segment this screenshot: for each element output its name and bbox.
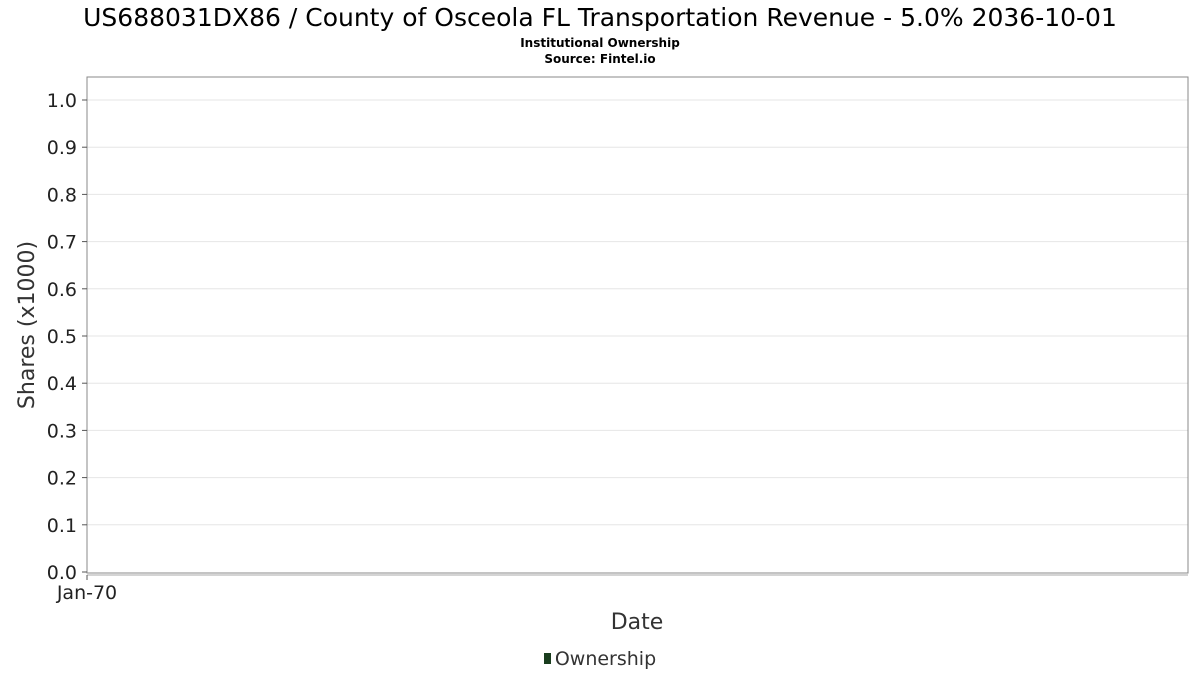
- legend: Ownership: [0, 646, 1200, 672]
- x-tick-label: Jan-70: [56, 582, 117, 604]
- y-axis: 0.0 0.1 0.2 0.3 0.4 0.5 0.6 0.7 0.8 0.9 1.0: [47, 90, 87, 584]
- y-tick-label: 1.0: [47, 90, 77, 112]
- chart-plot: 0.0 0.1 0.2 0.3 0.4 0.5 0.6 0.7 0.8 0.9 1.0 Jan-70…: [15, 76, 1189, 635]
- y-tick-label: 0.6: [47, 279, 77, 301]
- y-tick-label: 0.9: [47, 137, 77, 159]
- y-tick-label: 0.0: [47, 562, 77, 584]
- y-tick-label: 0.2: [47, 468, 77, 490]
- y-tick-label: 0.4: [47, 373, 77, 395]
- y-tick-label: 0.5: [47, 326, 77, 348]
- x-axis: Jan-70: [56, 575, 117, 604]
- legend-swatch-ownership: [543, 653, 551, 664]
- grid-lines: [87, 99, 1188, 526]
- y-axis-label: Shares (x1000): [15, 241, 40, 409]
- plot-area: [86, 76, 1189, 574]
- y-tick-label: 0.3: [47, 420, 77, 442]
- y-tick-label: 0.8: [47, 184, 77, 206]
- chart-source: Source: Fintel.io: [544, 52, 656, 66]
- legend-label-ownership: Ownership: [554, 648, 657, 670]
- y-tick-label: 0.1: [47, 515, 77, 537]
- chart-title: US688031DX86 / County of Osceola FL Tran…: [83, 3, 1117, 32]
- chart-subtitle: Institutional Ownership: [520, 36, 680, 50]
- y-tick-label: 0.7: [47, 232, 77, 254]
- x-axis-label: Date: [611, 610, 664, 635]
